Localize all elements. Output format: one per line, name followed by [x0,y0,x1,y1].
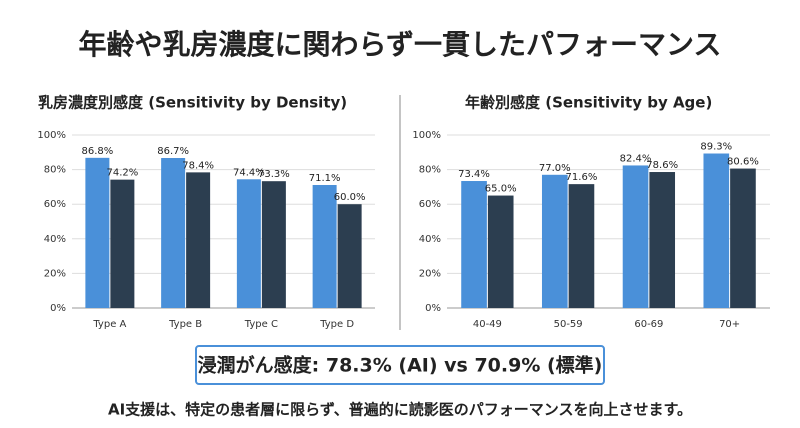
y-tick-label: 100% [37,130,66,141]
y-tick-label: 60% [44,199,66,210]
bar [110,179,135,308]
value-label: 74.4% [233,167,265,178]
y-tick-label: 100% [412,130,441,141]
x-tick-label: Type A [92,319,126,330]
bar [649,172,676,308]
y-tick-label: 60% [419,199,441,210]
chart-title: 乳房濃度別感度 (Sensitivity by Density) [38,94,347,112]
x-tick-label: 60-69 [634,319,663,330]
bar [568,184,595,308]
callout-box [195,345,605,385]
value-label: 73.4% [458,169,490,180]
y-tick-label: 40% [44,234,66,245]
bar [487,195,514,308]
y-tick-label: 20% [419,268,441,279]
bar [703,153,730,308]
bar [622,165,649,308]
bar [541,174,568,308]
y-tick-label: 80% [44,165,66,176]
chart-title: 年齢別感度 (Sensitivity by Age) [465,94,712,112]
bar [85,157,110,308]
x-tick-label: 40-49 [473,319,502,330]
y-tick-label: 40% [419,234,441,245]
bar [337,204,362,308]
value-label: 77.0% [539,163,571,174]
bar [312,184,337,308]
value-label: 89.3% [700,142,732,153]
value-label: 78.4% [182,160,214,171]
x-tick-label: 50-59 [554,319,583,330]
value-label: 73.3% [258,169,290,180]
y-tick-label: 0% [425,303,441,314]
y-tick-label: 0% [50,303,66,314]
bar [236,179,261,308]
bar [161,158,186,308]
value-label: 60.0% [334,192,366,203]
slide-title: 年齢や乳房濃度に関わらず一貫したパフォーマンス [79,28,722,61]
value-label: 65.0% [485,184,517,195]
y-tick-label: 20% [44,268,66,279]
bar [461,181,487,308]
value-label: 74.2% [106,168,138,179]
value-label: 71.6% [566,172,598,183]
footer: AI支援は、特定の患者層に限らず、普遍的に読影医のパフォーマンスを向上させます。 [108,401,692,419]
y-tick-label: 80% [419,165,441,176]
bar [730,168,756,308]
x-tick-label: Type C [244,319,278,330]
x-tick-label: 70+ [719,319,740,330]
x-tick-label: Type B [168,319,202,330]
x-tick-label: Type D [319,319,354,330]
value-label: 86.7% [157,146,189,157]
value-label: 86.8% [81,146,113,157]
value-label: 82.4% [620,153,652,164]
bar [261,181,286,308]
callout: 浸潤がん感度: 78.3% (AI) vs 70.9% (標準) [198,354,603,377]
value-label: 80.6% [727,157,759,168]
value-label: 71.1% [309,173,341,184]
value-label: 78.6% [646,160,678,171]
bar [186,172,211,308]
